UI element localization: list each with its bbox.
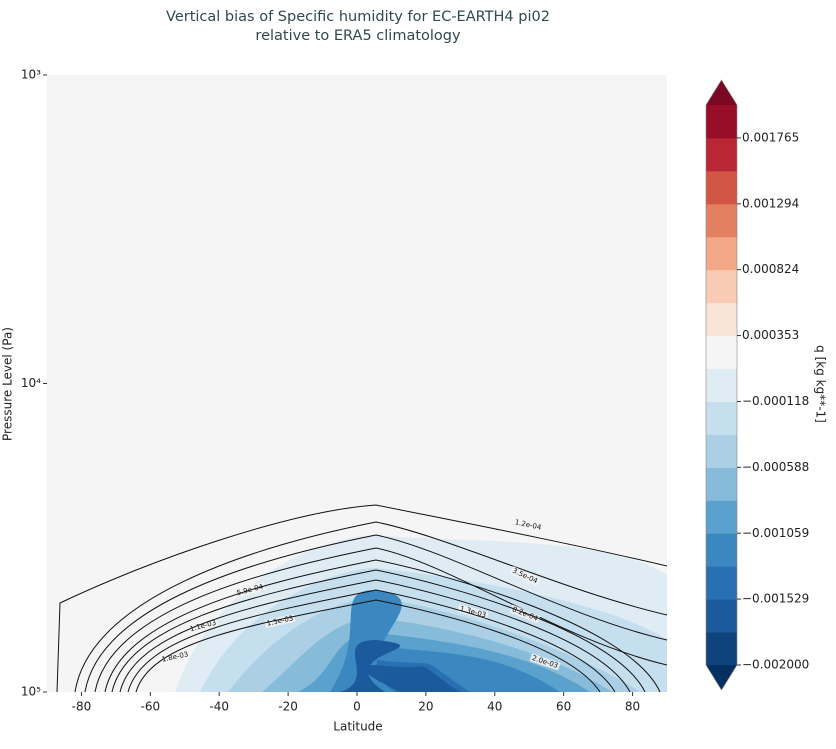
x-tick-label: 80 [625,700,640,714]
colorbar-box [706,170,737,205]
colorbar-tick-label: −0.000118 [742,394,809,408]
x-tick-label: -80 [72,700,92,714]
colorbar-tick-label: −0.002000 [742,658,809,672]
colorbar-tick-label: 0.000353 [742,328,799,342]
colorbar-label: q [kg kg**-1] [814,345,828,423]
x-tick-label: -40 [209,700,229,714]
colorbar-box [706,401,737,435]
x-tick-label: -20 [278,700,298,714]
x-tick-label: -60 [141,700,161,714]
colorbar-tick-label: −0.001059 [742,526,809,540]
colorbar-box [706,368,737,402]
colorbar-extend-high [706,80,737,105]
contour-line [56,504,667,692]
colorbar-tick-label: −0.001529 [742,592,809,606]
x-axis-label: Latitude [333,720,382,734]
x-tick-label: 0 [353,700,361,714]
y-tick-label: 10⁵ [21,685,41,699]
contour-line [127,589,616,692]
contour-line [84,534,667,692]
colorbar: −0.002000 −0.001529 −0.001059 −0.000588 −0.0… [705,79,809,691]
contour-label-bg [509,566,541,586]
colorbar-box [706,632,737,666]
contour-line [119,579,631,692]
colorbar-box [706,335,737,370]
colorbar-box [706,500,737,534]
filled-band [340,640,401,692]
x-tick-label: 20 [418,700,433,714]
chart-subtitle: relative to ERA5 climatology [255,28,461,44]
colorbar-box [706,566,737,600]
contour-label-bg [529,653,561,671]
x-tick-label: 60 [556,700,571,714]
colorbar-tick-label: −0.000588 [742,460,809,474]
colorbar-box [706,137,737,172]
contour-label-bg [159,649,191,665]
colorbar-box [706,599,737,633]
colorbar-tick-label: 0.001294 [742,196,799,210]
colorbar-tick-label: 0.001765 [742,130,799,144]
colorbar-tick-label: 0.000824 [742,262,799,276]
colorbar-box [706,434,737,468]
plot-area: 1.2e-043.5e-045.9e-048.2e-041.1e-031.3e-… [47,75,667,692]
colorbar-box [706,467,737,501]
colorbar-box [706,302,737,337]
colorbar-extend-low [706,665,737,690]
contour-line [104,559,661,692]
y-axis-label: Pressure Level (Pa) [1,327,15,441]
contour-label-bg [512,517,544,533]
colorbar-box [706,533,737,567]
y-tick-label: 10⁴ [21,376,41,390]
colorbar-outline [705,79,738,691]
colorbar-box [706,236,737,271]
contour-line [135,599,601,692]
contour-line [94,547,667,692]
chart-title: Vertical bias of Specific humidity for E… [166,9,550,25]
contour-line [111,569,646,692]
colorbar-box [706,105,737,139]
x-tick-label: 40 [487,700,502,714]
colorbar-box [706,203,737,238]
filled-band [364,665,460,692]
axes: -80 -60 -40 -20 0 20 40 60 80 10³ 10⁴ 10⁵ [21,68,640,714]
contour-label-bg [457,604,489,620]
colorbar-box [706,269,737,304]
contour-label-bg [187,618,219,634]
y-tick-label: 10³ [21,68,41,82]
contour-line [74,521,667,692]
contour-label-bg [509,604,541,624]
